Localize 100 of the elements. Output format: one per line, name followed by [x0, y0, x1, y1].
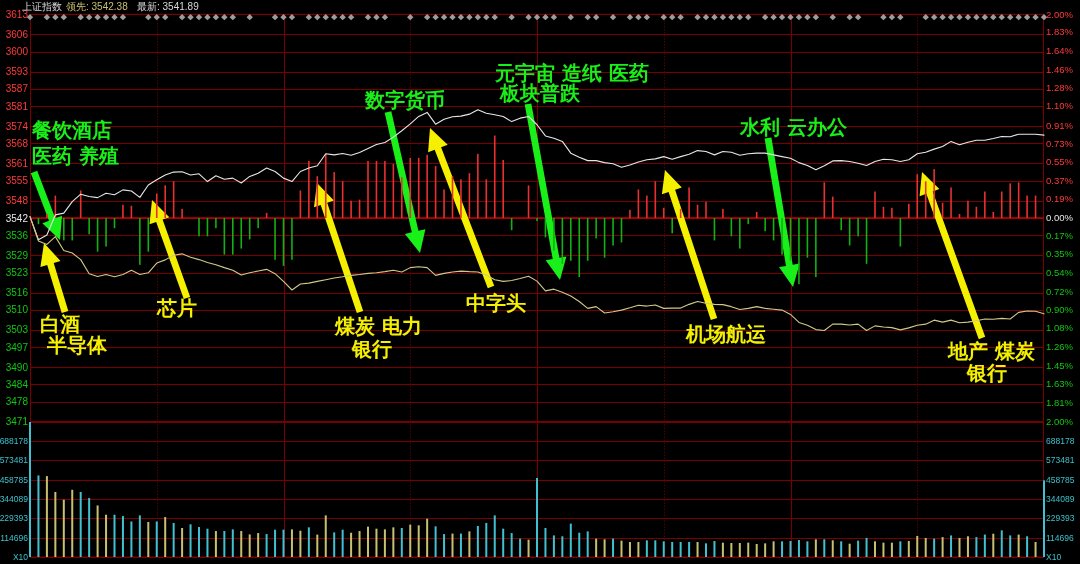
y2-tick-label: 458785: [1046, 475, 1075, 485]
bar: [62, 499, 65, 557]
annotation: 数字货币: [364, 88, 445, 112]
bar: [958, 537, 961, 557]
y2-tick-label: 1.08%: [1046, 322, 1074, 333]
bar: [578, 532, 581, 557]
bar: [865, 537, 868, 557]
y-tick-label: 3478: [5, 396, 29, 407]
bar: [628, 542, 631, 557]
y2-tick-label: 0.55%: [1046, 156, 1074, 167]
bar: [781, 541, 784, 557]
annotation: 餐饮酒店: [31, 118, 112, 142]
y2-tick-label: 344089: [1046, 494, 1075, 504]
y-tick-label: 3593: [5, 66, 29, 77]
bar: [434, 526, 437, 557]
y-tick-label: 3613: [5, 9, 29, 20]
bar: [797, 539, 800, 557]
y-tick-label: 3536: [5, 230, 29, 241]
y-tick-label: 3606: [5, 29, 29, 40]
bar: [569, 523, 572, 557]
bar: [367, 526, 369, 557]
bar: [966, 536, 969, 557]
bar: [713, 540, 716, 557]
bar: [983, 534, 986, 557]
bar: [113, 514, 116, 557]
y-tick-label: 3587: [5, 83, 29, 94]
annotation: 医药 养殖: [32, 144, 119, 168]
bar: [265, 534, 268, 557]
y2-tick-label: 0.54%: [1046, 267, 1074, 278]
bar: [476, 525, 479, 557]
bar: [375, 528, 378, 557]
y-tick-label: 688178: [0, 436, 29, 446]
bar: [696, 542, 699, 557]
bar: [814, 539, 817, 557]
bar: [831, 540, 834, 557]
bar: [290, 529, 293, 557]
y2-tick-label: 229393: [1046, 513, 1075, 523]
y-tick-label: 3600: [5, 46, 29, 57]
bar: [155, 521, 158, 557]
annotation: 地产 煤炭: [947, 339, 1036, 363]
bar: [536, 477, 538, 557]
bar: [189, 524, 192, 557]
bar: [941, 537, 944, 557]
bar: [45, 476, 48, 557]
annotation: 芯片: [156, 296, 197, 320]
bar: [671, 542, 674, 557]
y2-tick-label: 0.00%: [1046, 212, 1074, 223]
bar: [916, 535, 919, 557]
bar: [468, 531, 471, 557]
bar: [392, 527, 395, 557]
bar: [502, 528, 505, 557]
y2-tick-label: 688178: [1046, 436, 1075, 446]
bar: [333, 532, 336, 557]
annotation: 银行: [966, 361, 1007, 385]
bar: [950, 535, 953, 557]
bar: [1026, 536, 1029, 557]
bar: [164, 517, 167, 557]
bar: [299, 530, 302, 557]
bar: [1034, 542, 1037, 557]
y-tick-label: 3503: [5, 324, 29, 335]
bar: [603, 539, 606, 557]
bar: [485, 522, 488, 557]
y-tick-label: 114696: [0, 533, 29, 543]
bar: [772, 541, 775, 557]
y-tick-label: 3497: [5, 342, 29, 353]
y-tick-label: 3581: [5, 101, 29, 112]
bar: [130, 521, 133, 557]
bar: [1000, 530, 1003, 557]
bar: [350, 532, 353, 557]
annotation: 机场航运: [685, 322, 766, 346]
bar: [324, 515, 327, 557]
bar: [924, 537, 927, 557]
bar: [654, 540, 657, 557]
bar: [198, 527, 200, 557]
y2-tick-label: 2.00%: [1046, 9, 1074, 20]
y2-tick-label: 1.63%: [1046, 378, 1074, 389]
bar: [426, 518, 429, 557]
annotation: 半导体: [46, 333, 108, 357]
bar: [637, 542, 640, 557]
bar: [1009, 535, 1012, 557]
y-tick-label: 3529: [5, 250, 29, 261]
y-tick-label: 3574: [5, 121, 29, 132]
bar: [79, 491, 82, 557]
y-tick-label: 3561: [5, 158, 29, 169]
bar: [679, 542, 682, 557]
bar: [29, 422, 31, 557]
bar: [223, 531, 226, 557]
bar: [890, 542, 893, 557]
bar: [240, 531, 243, 557]
y2-tick-label: X10: [1046, 552, 1062, 562]
bar: [764, 543, 767, 557]
y2-tick-label: 1.46%: [1046, 64, 1074, 75]
y-tick-label: 3516: [5, 287, 29, 298]
bar: [552, 535, 555, 557]
y2-tick-label: 1.64%: [1046, 45, 1074, 56]
y-tick-label: 3568: [5, 138, 29, 149]
bar: [620, 540, 623, 557]
annotation: 水利 云办公: [739, 115, 848, 139]
annotation: 煤炭 电力: [334, 314, 422, 338]
y-tick-label: X10: [12, 552, 29, 562]
